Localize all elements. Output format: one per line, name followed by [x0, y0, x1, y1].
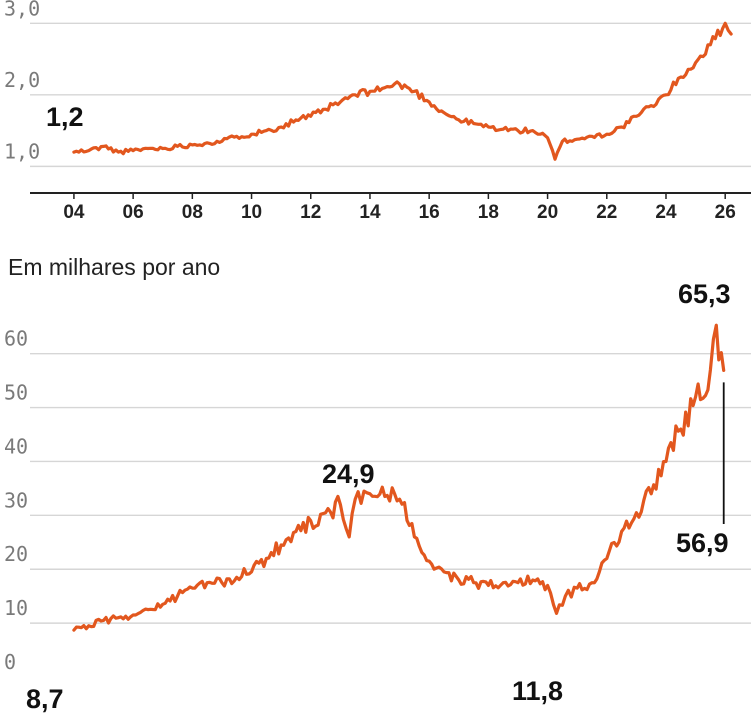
- y-tick-label: 10: [4, 596, 28, 620]
- x-tick-label: 20: [537, 202, 558, 223]
- annotation-label: 65,3: [678, 279, 731, 309]
- x-tick-label: 10: [241, 202, 262, 223]
- x-tick-label: 18: [478, 202, 499, 223]
- y-tick-label: 2,0: [4, 68, 40, 92]
- x-tick-label: 14: [359, 202, 381, 223]
- y-tick-label: 50: [4, 381, 28, 405]
- top-chart: 1,0 2,0 3,0 04 06 08 10 12 14 16 18 20 22 24 26 1,2: [4, 0, 751, 223]
- annotation-label: 8,7: [26, 684, 64, 714]
- x-tick-label: 24: [655, 202, 677, 223]
- x-tick-label: 26: [715, 202, 736, 223]
- y-tick-label: 1,0: [4, 139, 40, 163]
- y-tick-label: 20: [4, 542, 28, 566]
- series-line: [72, 323, 726, 632]
- x-tick-label: 16: [419, 202, 440, 223]
- x-tick-label: 06: [123, 202, 144, 223]
- y-tick-label: 40: [4, 434, 28, 458]
- y-tick-label: 30: [4, 488, 28, 512]
- series-line: [72, 21, 733, 161]
- annotation-label: 56,9: [676, 528, 729, 558]
- x-tick-label: 22: [596, 202, 617, 223]
- annotation-label: 24,9: [322, 459, 375, 489]
- y-axis-unit-label: Em milhares por ano: [8, 254, 220, 280]
- annotation-label: 1,2: [46, 102, 84, 132]
- y-tick-label: 0: [4, 650, 16, 674]
- y-tick-label: 3,0: [4, 0, 40, 20]
- bottom-chart: 0 10 20 30 40 50 60 8,7 24,9 11,8 65,3 56,9: [4, 279, 751, 714]
- x-tick-label: 08: [182, 202, 203, 223]
- y-tick-label: 60: [4, 327, 28, 351]
- x-tick-label: 04: [63, 202, 85, 223]
- annotation-label: 11,8: [512, 676, 563, 706]
- x-tick-label: 12: [300, 202, 321, 223]
